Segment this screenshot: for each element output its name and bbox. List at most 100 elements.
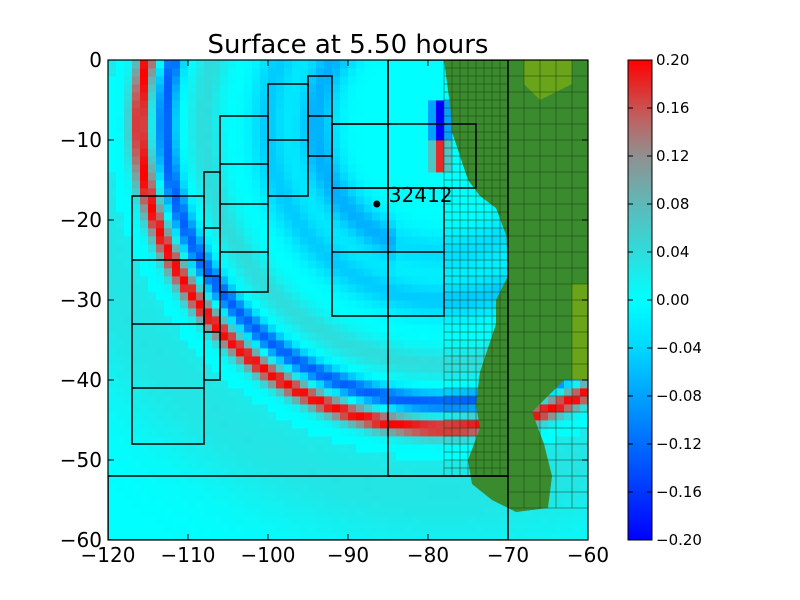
heatmap-cell xyxy=(380,380,389,389)
heatmap-cell xyxy=(284,196,293,205)
heatmap-cell xyxy=(268,156,277,165)
heatmap-cell xyxy=(252,244,261,253)
heatmap-cell xyxy=(148,332,157,341)
heatmap-cell xyxy=(292,252,301,261)
heatmap-cell xyxy=(148,108,157,117)
heatmap-cell xyxy=(356,92,365,101)
heatmap-cell xyxy=(108,172,117,181)
heatmap-cell xyxy=(252,68,261,77)
heatmap-cell xyxy=(484,284,493,293)
heatmap-cell xyxy=(404,436,413,445)
heatmap-cell xyxy=(324,180,333,189)
heatmap-cell xyxy=(388,420,397,429)
heatmap-cell xyxy=(324,484,333,493)
heatmap-cell xyxy=(188,276,197,285)
heatmap-cell xyxy=(364,188,373,197)
heatmap-cell xyxy=(412,428,421,437)
heatmap-cell xyxy=(476,324,485,333)
heatmap-cell xyxy=(116,260,125,269)
heatmap-cell xyxy=(420,116,429,125)
heatmap-cell xyxy=(564,420,573,429)
heatmap-cell xyxy=(348,244,357,253)
heatmap-cell xyxy=(196,364,205,373)
heatmap-cell xyxy=(444,380,453,389)
heatmap-cell xyxy=(156,324,165,333)
heatmap-cell xyxy=(276,500,285,509)
heatmap-cell xyxy=(372,308,381,317)
heatmap-cell xyxy=(572,500,581,509)
heatmap-cell xyxy=(164,236,173,245)
heatmap-cell xyxy=(404,196,413,205)
heatmap-cell xyxy=(324,508,333,517)
heatmap-cell xyxy=(420,60,429,69)
heatmap-cell xyxy=(116,372,125,381)
heatmap-cell xyxy=(436,180,445,189)
heatmap-cell xyxy=(204,92,213,101)
heatmap-cell xyxy=(252,444,261,453)
heatmap-cell xyxy=(180,204,189,213)
heatmap-cell xyxy=(140,156,149,165)
heatmap-cell xyxy=(412,164,421,173)
heatmap-cell xyxy=(428,100,437,109)
heatmap-cell xyxy=(452,332,461,341)
heatmap-cell xyxy=(220,204,229,213)
heatmap-cell xyxy=(332,236,341,245)
heatmap-cell xyxy=(212,188,221,197)
y-tick-label: −60 xyxy=(60,528,102,552)
heatmap-cell xyxy=(260,524,269,533)
heatmap-cell xyxy=(268,60,277,69)
heatmap-cell xyxy=(348,108,357,117)
heatmap-cell xyxy=(316,156,325,165)
heatmap-cell xyxy=(244,76,253,85)
heatmap-cell xyxy=(428,324,437,333)
heatmap-cell xyxy=(156,228,165,237)
heatmap-cell xyxy=(284,476,293,485)
heatmap-cell xyxy=(324,364,333,373)
heatmap-cell xyxy=(108,396,117,405)
heatmap-cell xyxy=(236,468,245,477)
heatmap-cell xyxy=(372,340,381,349)
heatmap-cell xyxy=(388,532,397,540)
heatmap-cell xyxy=(548,532,557,540)
heatmap-cell xyxy=(340,252,349,261)
heatmap-cell xyxy=(348,396,357,405)
heatmap-cell xyxy=(324,468,333,477)
heatmap-cell xyxy=(428,180,437,189)
heatmap-cell xyxy=(116,460,125,469)
heatmap-cell xyxy=(236,476,245,485)
heatmap-cell xyxy=(164,388,173,397)
heatmap-cell xyxy=(412,68,421,77)
heatmap-cell xyxy=(340,292,349,301)
heatmap-cell xyxy=(268,532,277,540)
gauge-point xyxy=(373,200,381,208)
heatmap-cell xyxy=(204,500,213,509)
heatmap-cell xyxy=(244,140,253,149)
heatmap-cell xyxy=(356,100,365,109)
heatmap-cell xyxy=(412,436,421,445)
heatmap-cell xyxy=(204,156,213,165)
heatmap-cell xyxy=(204,228,213,237)
heatmap-cell xyxy=(228,396,237,405)
heatmap-cell xyxy=(316,116,325,125)
heatmap-cell xyxy=(284,452,293,461)
heatmap-cell xyxy=(436,516,445,525)
heatmap-cell xyxy=(260,92,269,101)
heatmap-cell xyxy=(260,204,269,213)
heatmap-cell xyxy=(188,308,197,317)
heatmap-cell xyxy=(324,84,333,93)
heatmap-cell xyxy=(140,348,149,357)
heatmap-cell xyxy=(348,252,357,261)
heatmap-cell xyxy=(396,68,405,77)
heatmap-cell xyxy=(116,348,125,357)
heatmap-cell xyxy=(372,396,381,405)
heatmap-cell xyxy=(548,396,557,405)
heatmap-cell xyxy=(172,460,181,469)
heatmap-cell xyxy=(212,468,221,477)
heatmap-cell xyxy=(380,308,389,317)
heatmap-cell xyxy=(220,444,229,453)
heatmap-cell xyxy=(372,68,381,77)
heatmap-cell xyxy=(284,380,293,389)
heatmap-cell xyxy=(428,484,437,493)
heatmap-cell xyxy=(412,308,421,317)
heatmap-cell xyxy=(244,324,253,333)
